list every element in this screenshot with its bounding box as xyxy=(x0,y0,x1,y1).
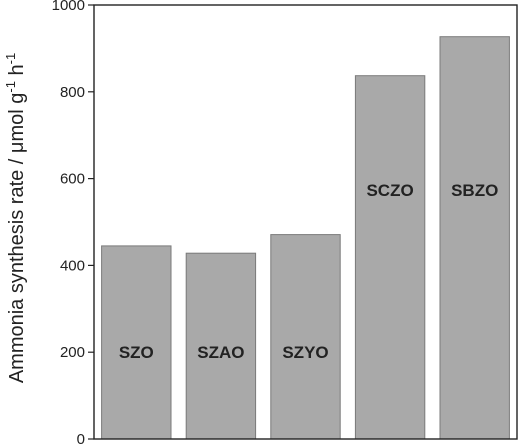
svg-text:Ammonia synthesis rate / μmol: Ammonia synthesis rate / μmol g-1 h-1 xyxy=(3,53,28,383)
bar-label-szo: SZO xyxy=(119,343,154,362)
y-axis-title-prefix: Ammonia synthesis rate / μmol g xyxy=(6,93,28,384)
y-tick-label-400: 400 xyxy=(60,257,85,274)
y-axis-ticks: 0 200 400 600 800 1000 xyxy=(52,0,94,446)
plot-frame xyxy=(93,4,518,440)
bar-sczo xyxy=(354,75,426,440)
y-tick-label-800: 800 xyxy=(60,84,85,101)
bar-szyo xyxy=(270,234,341,440)
y-axis-title-mid: h xyxy=(6,64,28,81)
bar-szao xyxy=(185,252,257,440)
y-tick-label-1000: 1000 xyxy=(52,0,85,14)
bar-label-szyo: SZYO xyxy=(282,343,328,362)
y-axis-title-exponent-2: -1 xyxy=(3,53,18,65)
bar-labels-group: SZO SZAO SZYO SCZO SBZO xyxy=(119,181,498,362)
y-tick-label-600: 600 xyxy=(60,171,85,188)
axes-frame xyxy=(93,4,518,440)
y-axis-title-exponent-1: -1 xyxy=(3,81,18,93)
y-tick-label-0: 0 xyxy=(77,431,85,446)
bar-szo xyxy=(101,245,172,440)
bar-label-sczo: SCZO xyxy=(366,181,413,200)
bar-label-szao: SZAO xyxy=(197,343,244,362)
y-axis-title: Ammonia synthesis rate / μmol g-1 h-1 xyxy=(3,53,28,383)
y-tick-label-200: 200 xyxy=(60,344,85,361)
bar-label-sbzo: SBZO xyxy=(451,181,498,200)
bar-sbzo xyxy=(439,36,510,440)
bars-group xyxy=(101,36,510,440)
